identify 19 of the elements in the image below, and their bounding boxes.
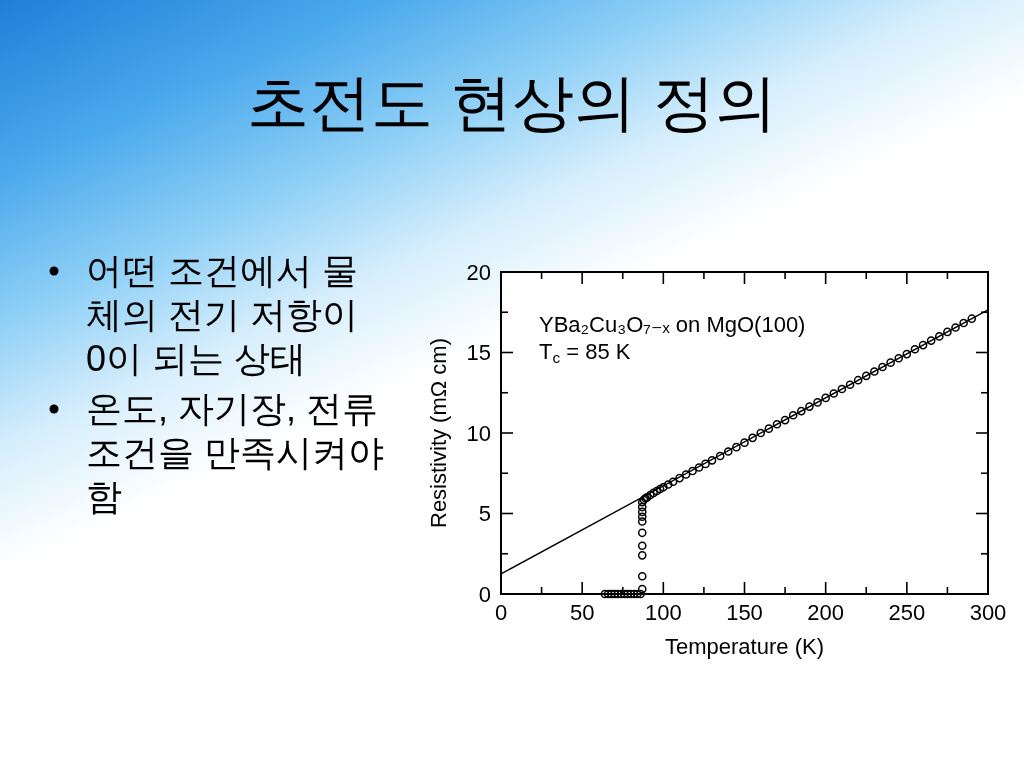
y-tick-label: 5 — [478, 501, 491, 527]
annotation: T$_{c}$ = 85 K — [539, 339, 631, 366]
x-tick-label: 50 — [569, 600, 595, 625]
x-tick-label: 300 — [969, 600, 1007, 625]
y-tick-label: 20 — [466, 259, 491, 285]
y-axis-title: Resistivity (mΩ cm) — [426, 338, 451, 528]
x-tick-label: 0 — [494, 600, 508, 625]
text: 어떤 조건에서 물체의 전기 저항이 0이 되는 상태 — [86, 250, 359, 379]
text: 온도, 자기장, 전류 조건을 만족시켜야 함 — [86, 388, 385, 517]
x-tick-label: 150 — [726, 600, 763, 625]
x-tick-label: 250 — [888, 600, 926, 625]
x-axis-title: Temperature (K) — [665, 634, 824, 659]
y-tick-label: 0 — [478, 581, 491, 607]
x-tick-label: 100 — [644, 600, 682, 625]
chart-title: 초전도 현상의 정의 — [246, 68, 778, 137]
x-tick-label: 200 — [807, 600, 845, 625]
annotation: YBa₂Cu₃O₇₋ₓ on MgO(100) — [539, 312, 806, 337]
y-tick-label: 10 — [466, 420, 491, 446]
y-tick-label: 15 — [466, 340, 491, 366]
